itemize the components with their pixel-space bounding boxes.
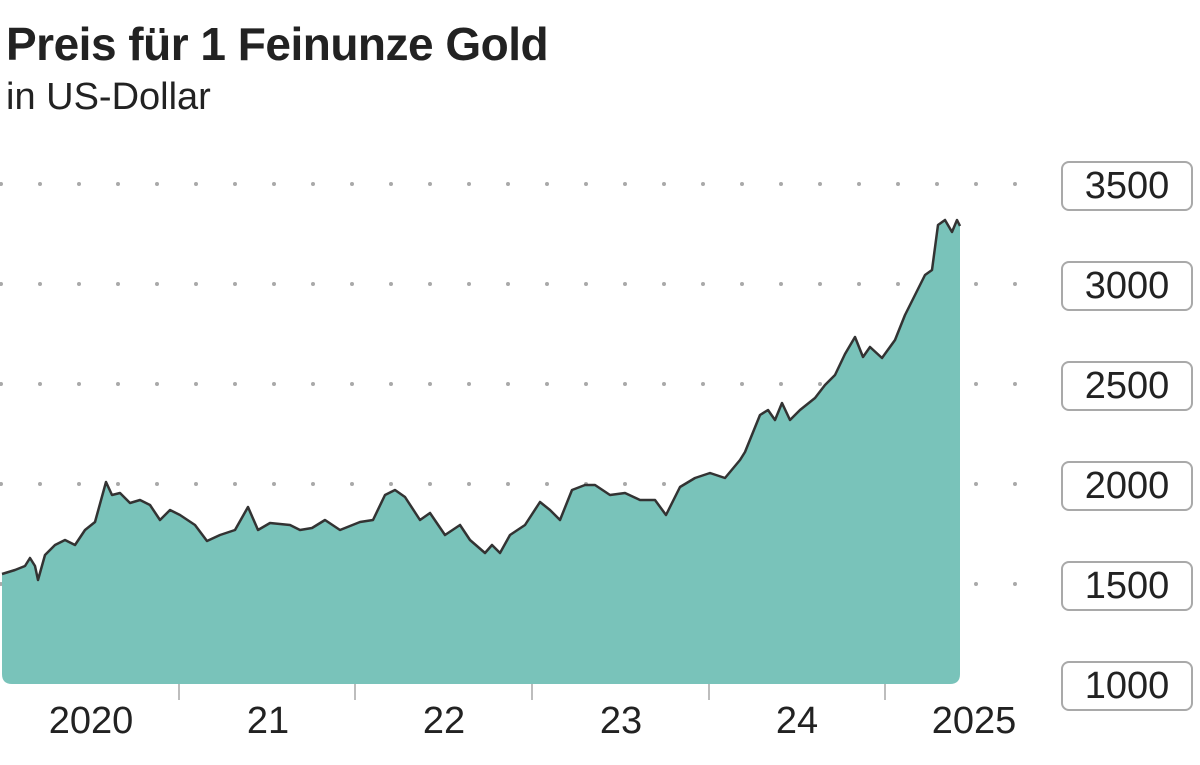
chart-subtitle: in US-Dollar [6,76,211,118]
x-tick-2023: 23 [599,700,643,742]
x-tick-2024: 24 [775,700,819,742]
y-tick-3000: 3000 [1061,261,1193,311]
price-line [1,218,962,582]
x-tick-2021: 21 [246,700,290,742]
x-tick-2020: 2020 [48,700,134,742]
y-tick-1000: 1000 [1061,661,1193,711]
y-tick-1500: 1500 [1061,561,1193,611]
y-tick-2000: 2000 [1061,461,1193,511]
chart-title: Preis für 1 Feinunze Gold [6,18,549,70]
x-tick-2025: 2025 [931,700,1017,742]
price-area [2,220,960,684]
x-axis-ticks [178,684,886,700]
y-tick-2500: 2500 [1061,361,1193,411]
x-tick-2022: 22 [422,700,466,742]
y-tick-3500: 3500 [1061,161,1193,211]
